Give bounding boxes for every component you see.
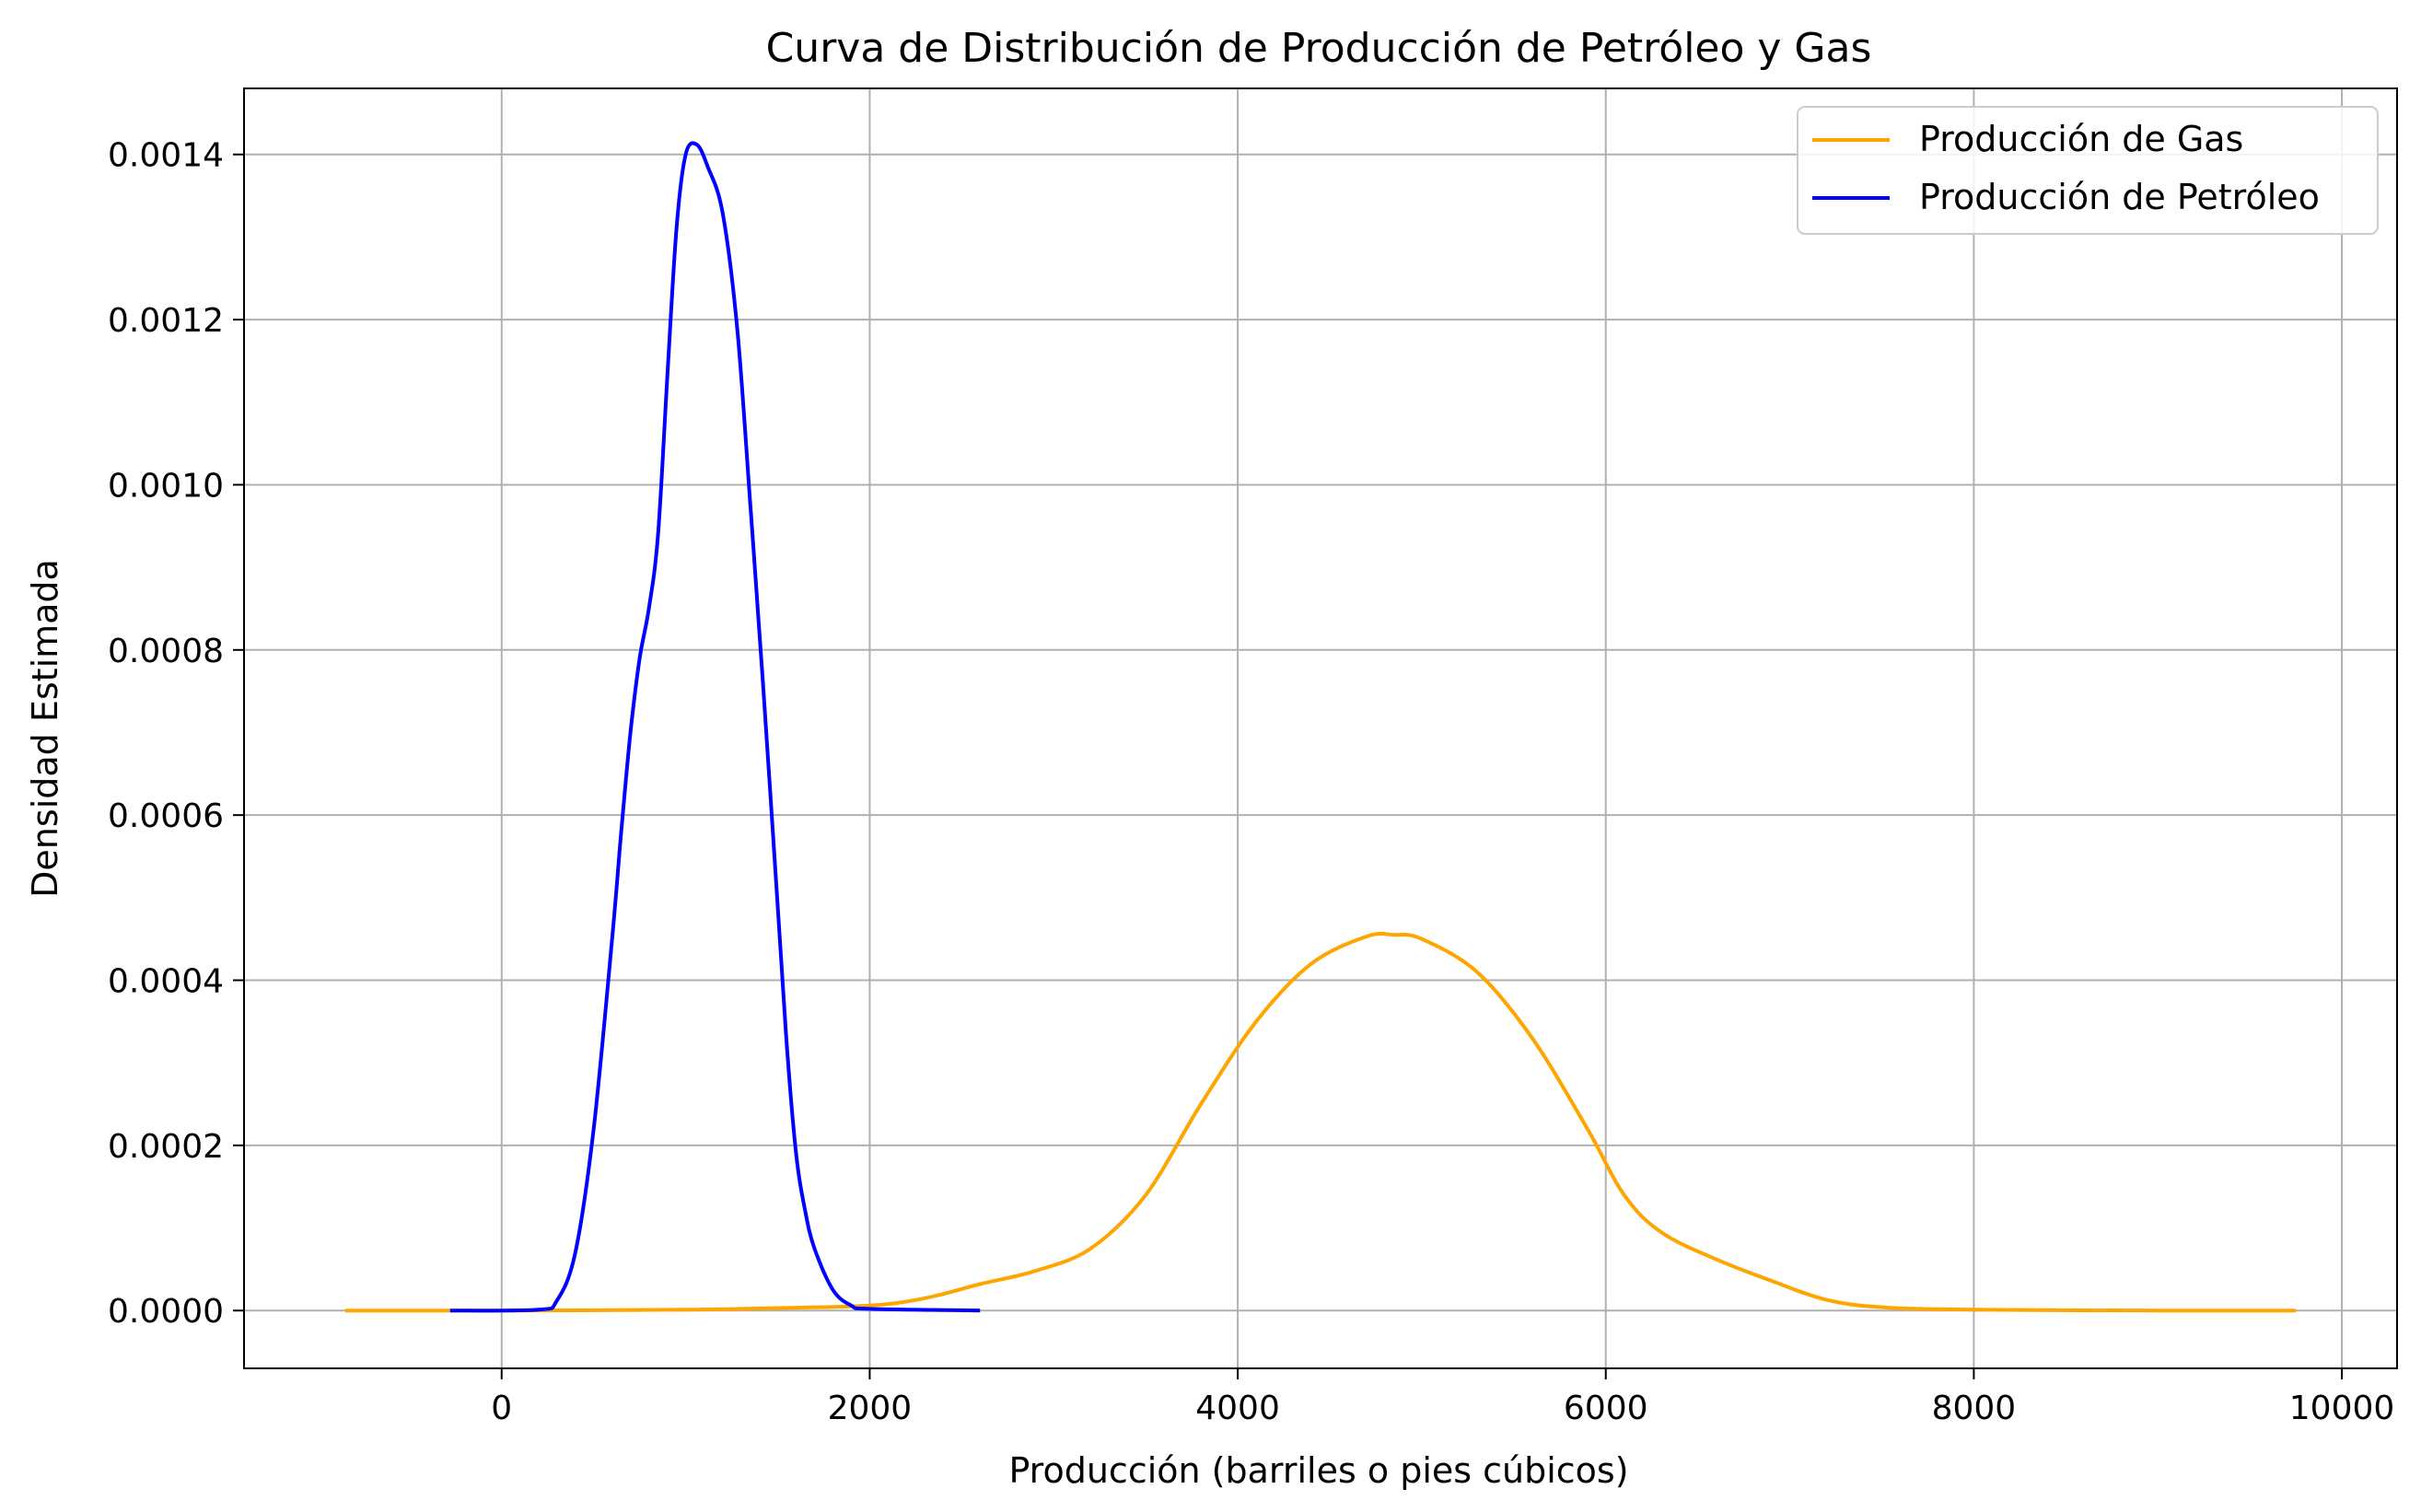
legend-label-gas: Producción de Gas <box>1919 119 2243 159</box>
y-tick-label: 0.0000 <box>108 1293 224 1331</box>
legend-box <box>1797 106 2379 235</box>
x-tick-label: 2000 <box>828 1390 913 1427</box>
y-tick-label: 0.0008 <box>108 633 224 670</box>
x-tick-label: 10000 <box>2289 1390 2395 1427</box>
y-tick-label: 0.0012 <box>108 302 224 340</box>
y-axis-ticks: 0.0000 0.0002 0.0004 0.0006 0.0008 0.0010 0.00… <box>108 137 244 1331</box>
y-axis-label: Densidad Estimada <box>25 559 65 898</box>
x-tick-label: 0 <box>491 1390 512 1427</box>
plot-series <box>344 141 2297 1313</box>
legend-label-oil: Producción de Petróleo <box>1919 177 2320 217</box>
y-tick-label: 0.0006 <box>108 797 224 835</box>
plot-frame <box>243 87 2398 1369</box>
grid-lines <box>244 88 2397 1368</box>
y-tick-label: 0.0014 <box>108 137 224 175</box>
y-tick-label: 0.0002 <box>108 1128 224 1166</box>
x-axis-label: Producción (barriles o pies cúbicos) <box>1008 1450 1628 1491</box>
legend: Producción de Gas Producción de Petróleo <box>1797 106 2379 235</box>
y-tick-label: 0.0004 <box>108 963 224 1001</box>
x-tick-label: 8000 <box>1932 1390 2017 1427</box>
x-tick-label: 4000 <box>1195 1390 1280 1427</box>
x-axis-ticks: 0 2000 4000 6000 8000 10000 <box>491 1368 2394 1427</box>
chart-title: Curva de Distribución de Producción de P… <box>766 25 1872 72</box>
series-line-oil <box>449 141 981 1313</box>
y-tick-label: 0.0010 <box>108 467 224 505</box>
x-tick-label: 6000 <box>1564 1390 1648 1427</box>
